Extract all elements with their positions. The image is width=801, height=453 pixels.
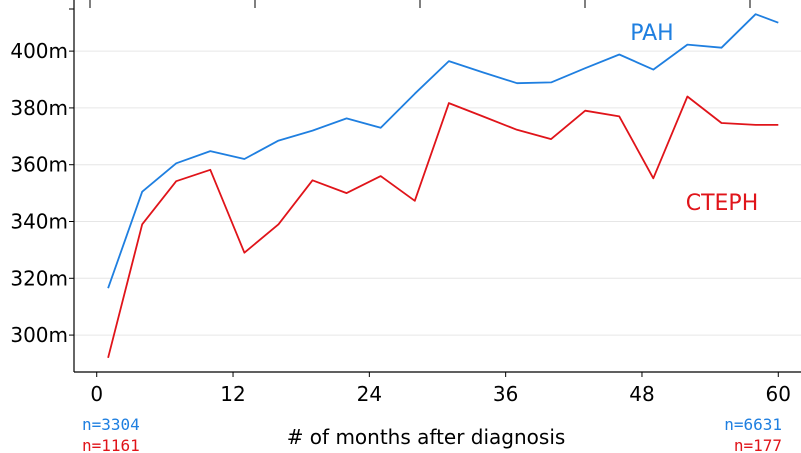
series-label-pah: PAH xyxy=(630,21,673,46)
x-tick-label: 48 xyxy=(629,382,654,406)
y-tick-label: 340m xyxy=(10,209,68,233)
series-line-pah xyxy=(107,13,779,289)
y-tick-label: 400m xyxy=(10,39,68,63)
y-axis: 300m 320m 340m 360m 380m 400m xyxy=(10,8,74,347)
top-tick-marks xyxy=(89,0,751,8)
x-tick-label: 12 xyxy=(220,382,245,406)
series-lines xyxy=(107,13,779,359)
x-tick-label: 36 xyxy=(493,382,518,406)
y-tick-label: 380m xyxy=(10,96,68,120)
x-axis: 0 12 24 36 48 60 xyxy=(90,372,791,406)
x-axis-title: # of months after diagnosis xyxy=(287,425,566,449)
gridlines xyxy=(74,50,801,336)
plot-frame xyxy=(73,0,801,373)
n-label-last-cteph: n=177 xyxy=(734,436,782,453)
series-line-cteph xyxy=(107,95,779,359)
n-label-first-cteph: n=1161 xyxy=(82,436,140,453)
n-label-first-pah: n=3304 xyxy=(82,415,140,434)
y-tick-label: 320m xyxy=(10,266,68,290)
x-tick-label: 0 xyxy=(90,382,103,406)
x-tick-label: 24 xyxy=(357,382,382,406)
y-tick-label: 300m xyxy=(10,323,68,347)
x-tick-label: 60 xyxy=(766,382,791,406)
y-tick-label: 360m xyxy=(10,153,68,177)
n-label-last-pah: n=6631 xyxy=(724,415,782,434)
series-label-cteph: CTEPH xyxy=(686,191,759,216)
